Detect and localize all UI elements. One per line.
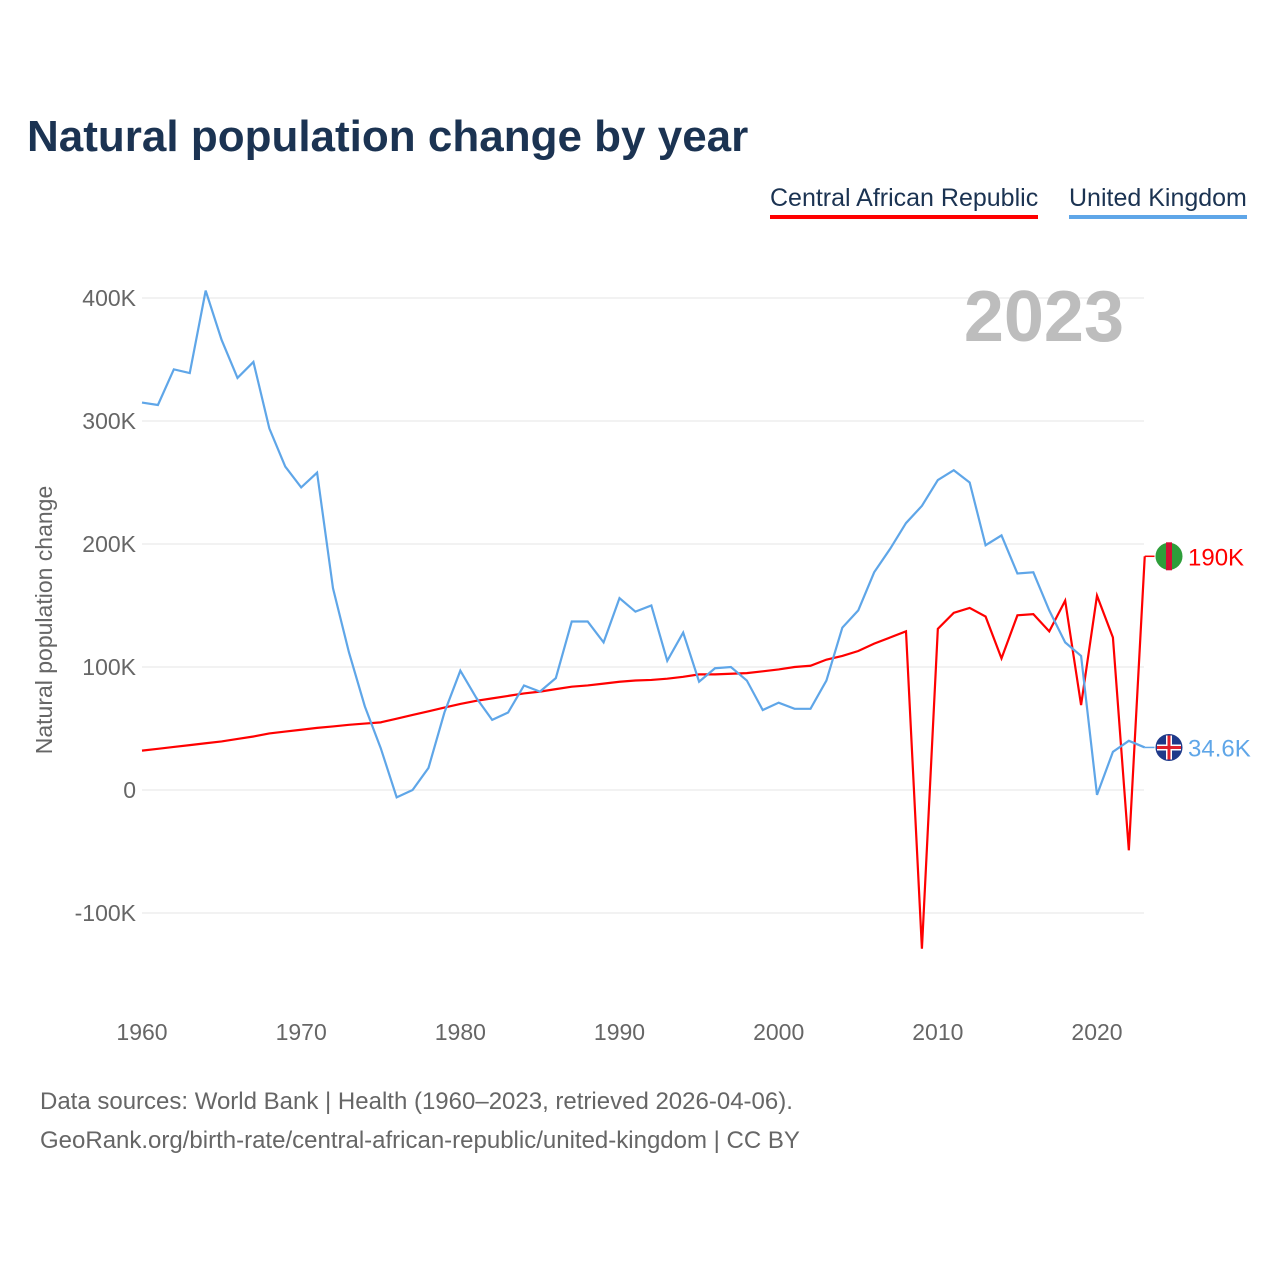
- y-axis-label: Natural population change: [31, 486, 57, 755]
- legend-united-kingdom[interactable]: United Kingdom: [1069, 184, 1247, 219]
- x-tick-label: 2000: [753, 1019, 804, 1045]
- x-tick-label: 2020: [1071, 1019, 1122, 1045]
- footer-sources: Data sources: World Bank | Health (1960–…: [40, 1088, 793, 1115]
- y-tick-label: 0: [123, 777, 136, 803]
- legend-central-african-republic[interactable]: Central African Republic: [770, 184, 1039, 219]
- end-value-label: 34.6K: [1188, 735, 1251, 762]
- x-tick-label: 1980: [435, 1019, 486, 1045]
- footer-url[interactable]: GeoRank.org/birth-rate/central-african-r…: [40, 1127, 800, 1154]
- flag-cross: [1157, 735, 1181, 760]
- year-watermark: 2023: [964, 277, 1124, 357]
- y-tick-label: 300K: [82, 408, 136, 434]
- end-value-label: 190K: [1188, 544, 1244, 571]
- x-tick-label: 1960: [116, 1019, 167, 1045]
- series-line-united-kingdom: [141, 290, 1146, 799]
- x-tick-label: 1990: [594, 1019, 645, 1045]
- y-tick-label: 100K: [82, 654, 136, 680]
- chart-title: Natural population change by year: [27, 112, 749, 161]
- x-tick-label: 2010: [912, 1019, 963, 1045]
- x-tick-label: 1970: [276, 1019, 327, 1045]
- y-tick-label: 400K: [82, 285, 136, 311]
- flag-stripe: [1166, 542, 1172, 571]
- y-tick-label: 200K: [82, 531, 136, 557]
- series-line-central-african-republic: [141, 556, 1146, 949]
- y-tick-label: -100K: [75, 900, 137, 926]
